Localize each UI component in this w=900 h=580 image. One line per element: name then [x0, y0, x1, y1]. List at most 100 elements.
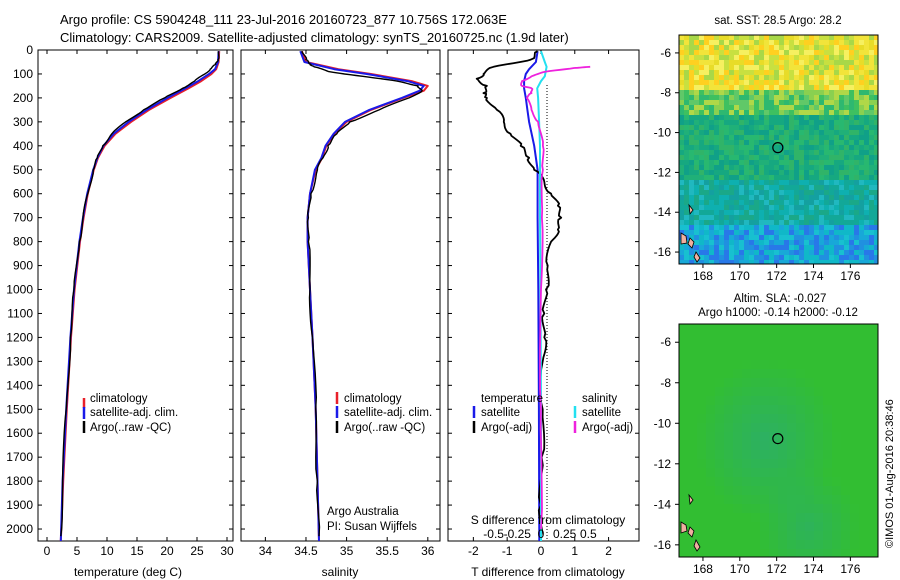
map-cell — [834, 205, 840, 211]
map-cell — [823, 351, 833, 361]
map-cell — [729, 80, 735, 86]
map-cell — [689, 75, 695, 81]
map-cell — [779, 55, 785, 61]
map-cell — [854, 220, 860, 226]
map-cell — [868, 414, 878, 424]
map-cell — [694, 210, 700, 216]
map-cell — [829, 85, 835, 91]
map-cell — [759, 100, 765, 106]
map-cell — [784, 90, 790, 96]
map-cell — [704, 125, 710, 131]
map-cell — [749, 205, 755, 211]
map-cell — [774, 120, 780, 126]
map-cell — [874, 170, 879, 176]
map-cell — [809, 135, 815, 141]
map-cell — [724, 225, 730, 231]
map-cell — [715, 405, 725, 415]
map-cell — [744, 130, 750, 136]
map-cell — [850, 459, 860, 469]
map-cell — [715, 414, 725, 424]
map-cell — [769, 150, 775, 156]
map-cell — [874, 95, 879, 101]
map-cell — [874, 200, 879, 206]
map-cell — [742, 531, 752, 541]
map-cell — [769, 215, 775, 221]
map-cell — [874, 180, 879, 186]
map-cell — [759, 105, 765, 111]
map-cell — [729, 120, 735, 126]
map-cell — [724, 513, 734, 523]
map-x-tick-label: 172 — [767, 562, 787, 576]
map-cell — [699, 115, 705, 121]
map-cell — [764, 215, 770, 221]
map-cell — [709, 120, 715, 126]
map-cell — [874, 55, 879, 61]
map-cell — [751, 414, 761, 424]
map-cell — [787, 549, 797, 558]
map-cell — [689, 155, 695, 161]
map-cell — [864, 60, 870, 66]
map-cell — [834, 155, 840, 161]
map-cell — [814, 423, 824, 433]
map-cell — [834, 120, 840, 126]
map-cell — [699, 220, 705, 226]
map-cell — [805, 360, 815, 370]
map-cell — [869, 220, 875, 226]
map-cell — [779, 165, 785, 171]
map-cell — [774, 55, 780, 61]
map-cell — [864, 80, 870, 86]
map-cell — [715, 342, 725, 352]
map-cell — [749, 95, 755, 101]
map-cell — [759, 90, 765, 96]
map-cell — [679, 405, 689, 415]
map-cell — [864, 225, 870, 231]
x-tick-label: 10 — [100, 544, 114, 558]
map-cell — [724, 441, 734, 451]
map-cell — [844, 125, 850, 131]
map-cell — [694, 220, 700, 226]
map-cell — [869, 85, 875, 91]
map-cell — [684, 255, 690, 261]
map-cell — [684, 90, 690, 96]
map-cell — [764, 35, 770, 41]
map-cell — [819, 45, 825, 51]
map-cell — [874, 140, 879, 146]
map-cell — [759, 130, 765, 136]
map-cell — [824, 140, 830, 146]
map-cell — [799, 215, 805, 221]
map-cell — [805, 387, 815, 397]
map-cell — [751, 360, 761, 370]
map-cell — [844, 180, 850, 186]
map-cell — [796, 378, 806, 388]
map-cell — [814, 60, 820, 66]
map-cell — [789, 100, 795, 106]
map-cell — [844, 210, 850, 216]
map-cell — [679, 150, 685, 156]
map-cell — [714, 120, 720, 126]
map-cell — [796, 468, 806, 478]
map-cell — [679, 115, 685, 121]
map-cell — [779, 35, 785, 41]
map-cell — [789, 170, 795, 176]
map-cell — [778, 333, 788, 343]
y-tick-label: 900 — [13, 259, 33, 273]
map-cell — [874, 185, 879, 191]
map-cell — [719, 110, 725, 116]
map-cell — [706, 477, 716, 487]
map-cell — [794, 205, 800, 211]
map-cell — [814, 477, 824, 487]
map-cell — [764, 95, 770, 101]
map-cell — [754, 65, 760, 71]
map-cell — [849, 250, 855, 256]
map-cell — [796, 432, 806, 442]
map-cell — [759, 225, 765, 231]
map-cell — [829, 60, 835, 66]
map-cell — [706, 504, 716, 514]
map-cell — [834, 40, 840, 46]
map-cell — [819, 200, 825, 206]
map-cell — [709, 180, 715, 186]
map-cell — [794, 180, 800, 186]
map-cell — [839, 65, 845, 71]
map-cell — [849, 160, 855, 166]
map-cell — [759, 145, 765, 151]
